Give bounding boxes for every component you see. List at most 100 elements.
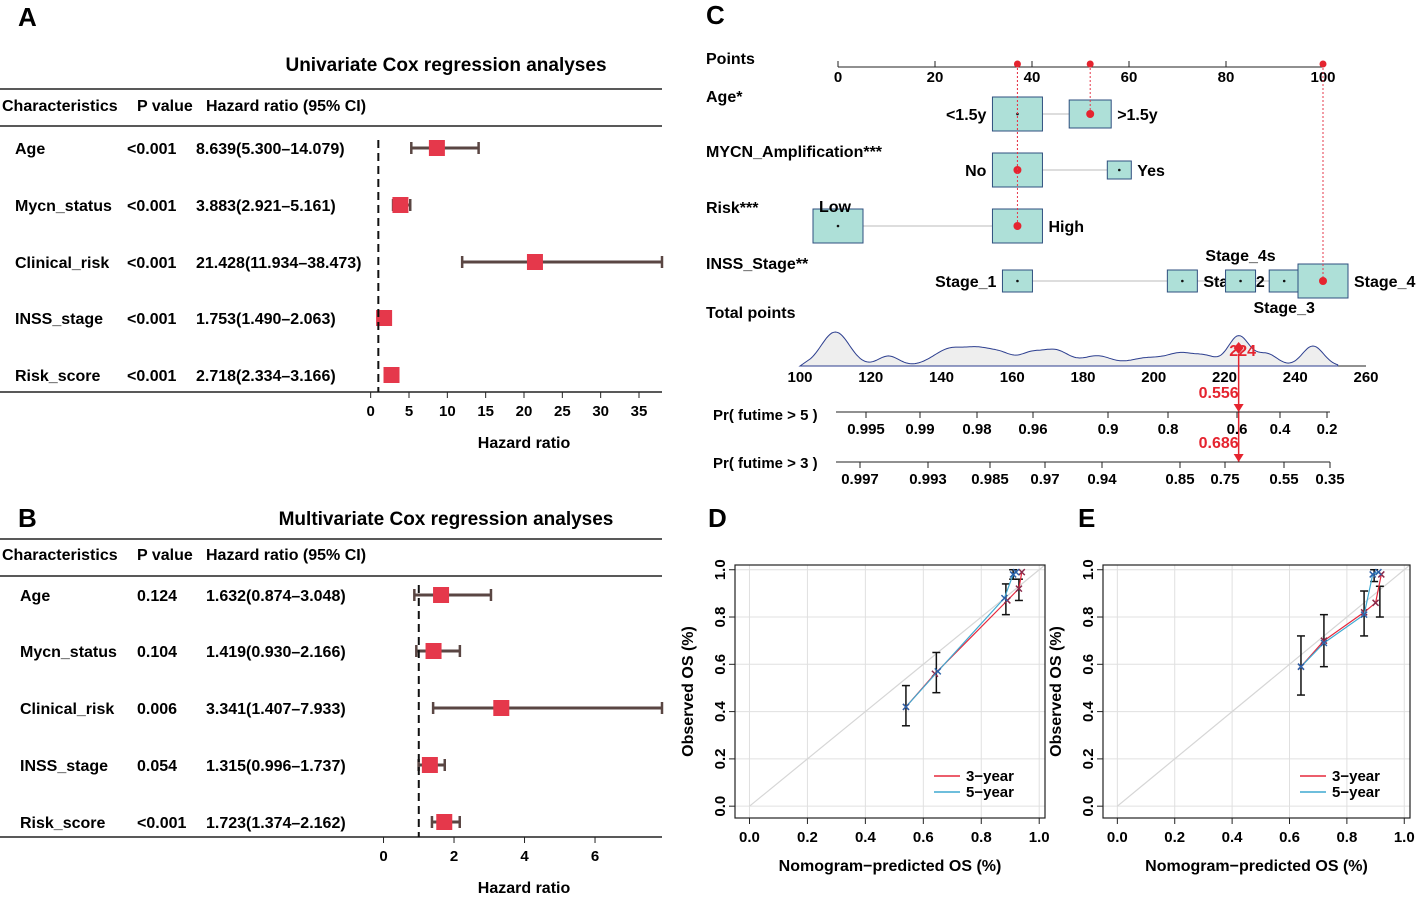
row-hazard-ratio-text: 8.639(5.300–14.079) [196,141,345,158]
y-tick-label: 1.0 [1080,559,1097,580]
row-hazard-ratio-text: 3.341(1.407–7.933) [206,701,346,718]
y-tick-label: 1.0 [712,559,729,580]
x-tick-label: 0.0 [739,829,760,846]
x-tick-label: 25 [554,403,571,420]
probability-tick-label: 0.993 [909,471,947,488]
legend-label: 5−year [966,784,1014,801]
hr-square [376,310,393,326]
row-label: Mycn_status [20,644,117,661]
total-tick-label: 100 [787,369,812,386]
row-p-value: <0.001 [127,141,176,158]
row-p-value: 0.104 [137,644,177,661]
row-p-value: <0.001 [127,255,176,272]
x-axis-label: Hazard ratio [478,435,571,452]
probability-tick-label: 0.2 [1317,421,1338,438]
probability-label: Pr( futime > 3 ) [713,455,818,472]
x-tick-label: 0.8 [1336,829,1357,846]
level-label: Yes [1137,163,1165,180]
total-tick-label: 120 [858,369,883,386]
hr-square [428,140,445,156]
diagonal-reference [1116,564,1411,807]
level-point [1181,279,1184,283]
total-selected-marker [1233,342,1244,354]
variable-label: INSS_Stage** [706,256,809,273]
legend-label: 5−year [1332,784,1380,801]
header-hazard-ratio: Hazard ratio (95% CI) [206,98,366,115]
probability-selected-marker [1233,454,1244,462]
variable-label: MYCN_Amplification*** [706,144,883,161]
points-marker [1013,60,1021,68]
row-label: Age [15,141,45,158]
x-tick-label: 0.2 [1164,829,1185,846]
forest-title: Multivariate Cox regression analyses [279,509,614,530]
series-point [1369,570,1377,578]
x-tick-label: 0.2 [797,829,818,846]
probability-tick-label: 0.96 [1018,421,1047,438]
y-tick-label: 0.4 [1080,701,1097,723]
row-label: INSS_stage [15,311,103,328]
y-tick-label: 0.8 [712,607,729,628]
variable-label: Risk*** [706,200,759,217]
selected-point [1319,277,1327,285]
x-tick-label: 4 [520,848,529,865]
hr-square [493,700,510,716]
row-hazard-ratio-text: 1.315(0.996–1.737) [206,758,346,775]
level-point [1282,279,1286,283]
total-tick-label: 240 [1283,369,1308,386]
level-label: No [965,163,987,180]
series-point [934,667,942,675]
x-tick-label: 0.0 [1107,829,1128,846]
row-label: Clinical_risk [20,701,114,718]
series-point [1012,568,1020,576]
row-p-value: 0.006 [137,701,177,718]
x-tick-label: 10 [439,403,456,420]
x-tick-label: 0.4 [1222,829,1244,846]
series-point [1015,585,1023,593]
series-point [1000,594,1008,602]
x-tick-label: 0.6 [1279,829,1300,846]
panel-letter-d: D [708,503,727,533]
level-label: Stage_4s [1205,248,1275,265]
row-p-value: 0.054 [137,758,177,775]
plot-frame [1102,564,1411,819]
x-tick-label: 15 [477,403,494,420]
total-tick-label: 260 [1353,369,1378,386]
row-hazard-ratio-text: 3.883(2.921–5.161) [196,198,336,215]
probability-selected-value: 0.556 [1199,385,1239,402]
row-label: Risk_score [15,368,100,385]
y-tick-label: 0.4 [712,701,729,723]
probability-tick-label: 0.75 [1210,471,1239,488]
row-p-value: 0.124 [137,588,177,605]
panel-letter-a: A [18,2,37,32]
panel-letter-b: B [18,503,37,533]
hr-square [421,757,438,773]
probability-tick-label: 0.97 [1030,471,1059,488]
row-hazard-ratio-text: 1.419(0.930–2.166) [206,644,346,661]
legend-label: 3−year [966,768,1014,785]
hr-square [425,643,442,659]
level-point [1118,168,1121,172]
row-hazard-ratio-text: 21.428(11.934–38.473) [196,255,361,272]
total-tick-label: 220 [1212,369,1237,386]
row-label: Age [20,588,50,605]
x-tick-label: 0.4 [855,829,877,846]
total-tick-label: 200 [1141,369,1166,386]
probability-tick-label: 0.6 [1227,421,1248,438]
row-p-value: <0.001 [127,198,176,215]
x-axis-label: Nomogram−predicted OS (%) [1145,858,1368,875]
x-axis-label: Nomogram−predicted OS (%) [779,858,1002,875]
y-axis-label: Observed OS (%) [1048,626,1065,757]
nomogram: Points 0 20 40 60 80 100 Age* <1.5y >1.5y MYCN_Amp… [706,51,1415,488]
level-label: Stage_4 [1354,274,1415,291]
points-tick-label: 40 [1024,69,1041,86]
probability-tick-label: 0.997 [841,471,879,488]
points-tick-label: 60 [1121,69,1138,86]
y-axis-label: Observed OS (%) [680,626,697,757]
x-tick-label: 0 [366,403,374,420]
calibration-plot-e: 0.0 0.0 0.2 0.2 0.4 0.4 0.6 0.6 0.8 0.8 1.0 1.0 Nomo… [1048,559,1415,875]
total-selected-value: 224 [1229,343,1256,360]
row-p-value: <0.001 [137,815,186,832]
row-label: INSS_stage [20,758,108,775]
series-point [1320,637,1328,645]
total-points-density [798,331,1339,367]
